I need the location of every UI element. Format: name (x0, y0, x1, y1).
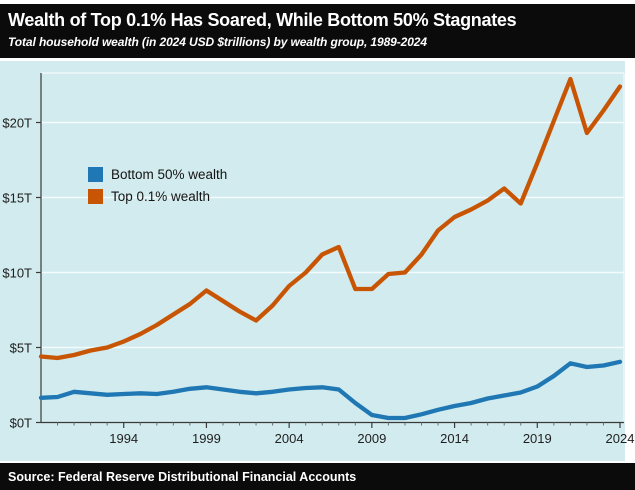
page-subtitle: Total household wealth (in 2024 USD $tri… (8, 34, 427, 49)
x-tick-label: 2009 (357, 430, 387, 446)
legend-swatch-bottom50 (88, 167, 103, 182)
y-tick-label: $5T (9, 340, 32, 355)
series-line-bottom50 (38, 359, 623, 421)
y-tick-label: $20T (2, 115, 32, 130)
x-tick-label: 2024 (605, 430, 635, 446)
series-line-top01 (38, 76, 623, 361)
legend-label-top01: Top 0.1% wealth (111, 189, 211, 204)
chart-area: $0T $5T $10T $15T $20T 1994 1999 2004 2009 2014 2… (0, 61, 634, 461)
legend: Bottom 50% wealth Top 0.1% wealth (88, 167, 227, 204)
legend-item-bottom50: Bottom 50% wealth (88, 167, 227, 182)
x-tick-label: 2019 (522, 430, 552, 446)
y-tick-label: $15T (2, 190, 32, 205)
source-text: Source: Federal Reserve Distributional F… (8, 469, 357, 484)
page-title: Wealth of Top 0.1% Has Soared, While Bot… (8, 10, 517, 30)
title-bar: Wealth of Top 0.1% Has Soared, While Bot… (0, 4, 635, 58)
y-tick-label: $0T (9, 415, 32, 430)
source-bar: Source: Federal Reserve Distributional F… (0, 463, 635, 490)
x-tick-label: 2004 (274, 430, 304, 446)
plot-canvas (36, 72, 625, 428)
x-tick-label: 2014 (440, 430, 470, 446)
legend-label-bottom50: Bottom 50% wealth (111, 167, 228, 182)
legend-item-top01: Top 0.1% wealth (88, 189, 227, 204)
x-tick-label: 1994 (109, 430, 139, 446)
y-tick-label: $10T (2, 265, 32, 280)
legend-swatch-top01 (88, 189, 103, 204)
x-tick-label: 1999 (191, 430, 221, 446)
